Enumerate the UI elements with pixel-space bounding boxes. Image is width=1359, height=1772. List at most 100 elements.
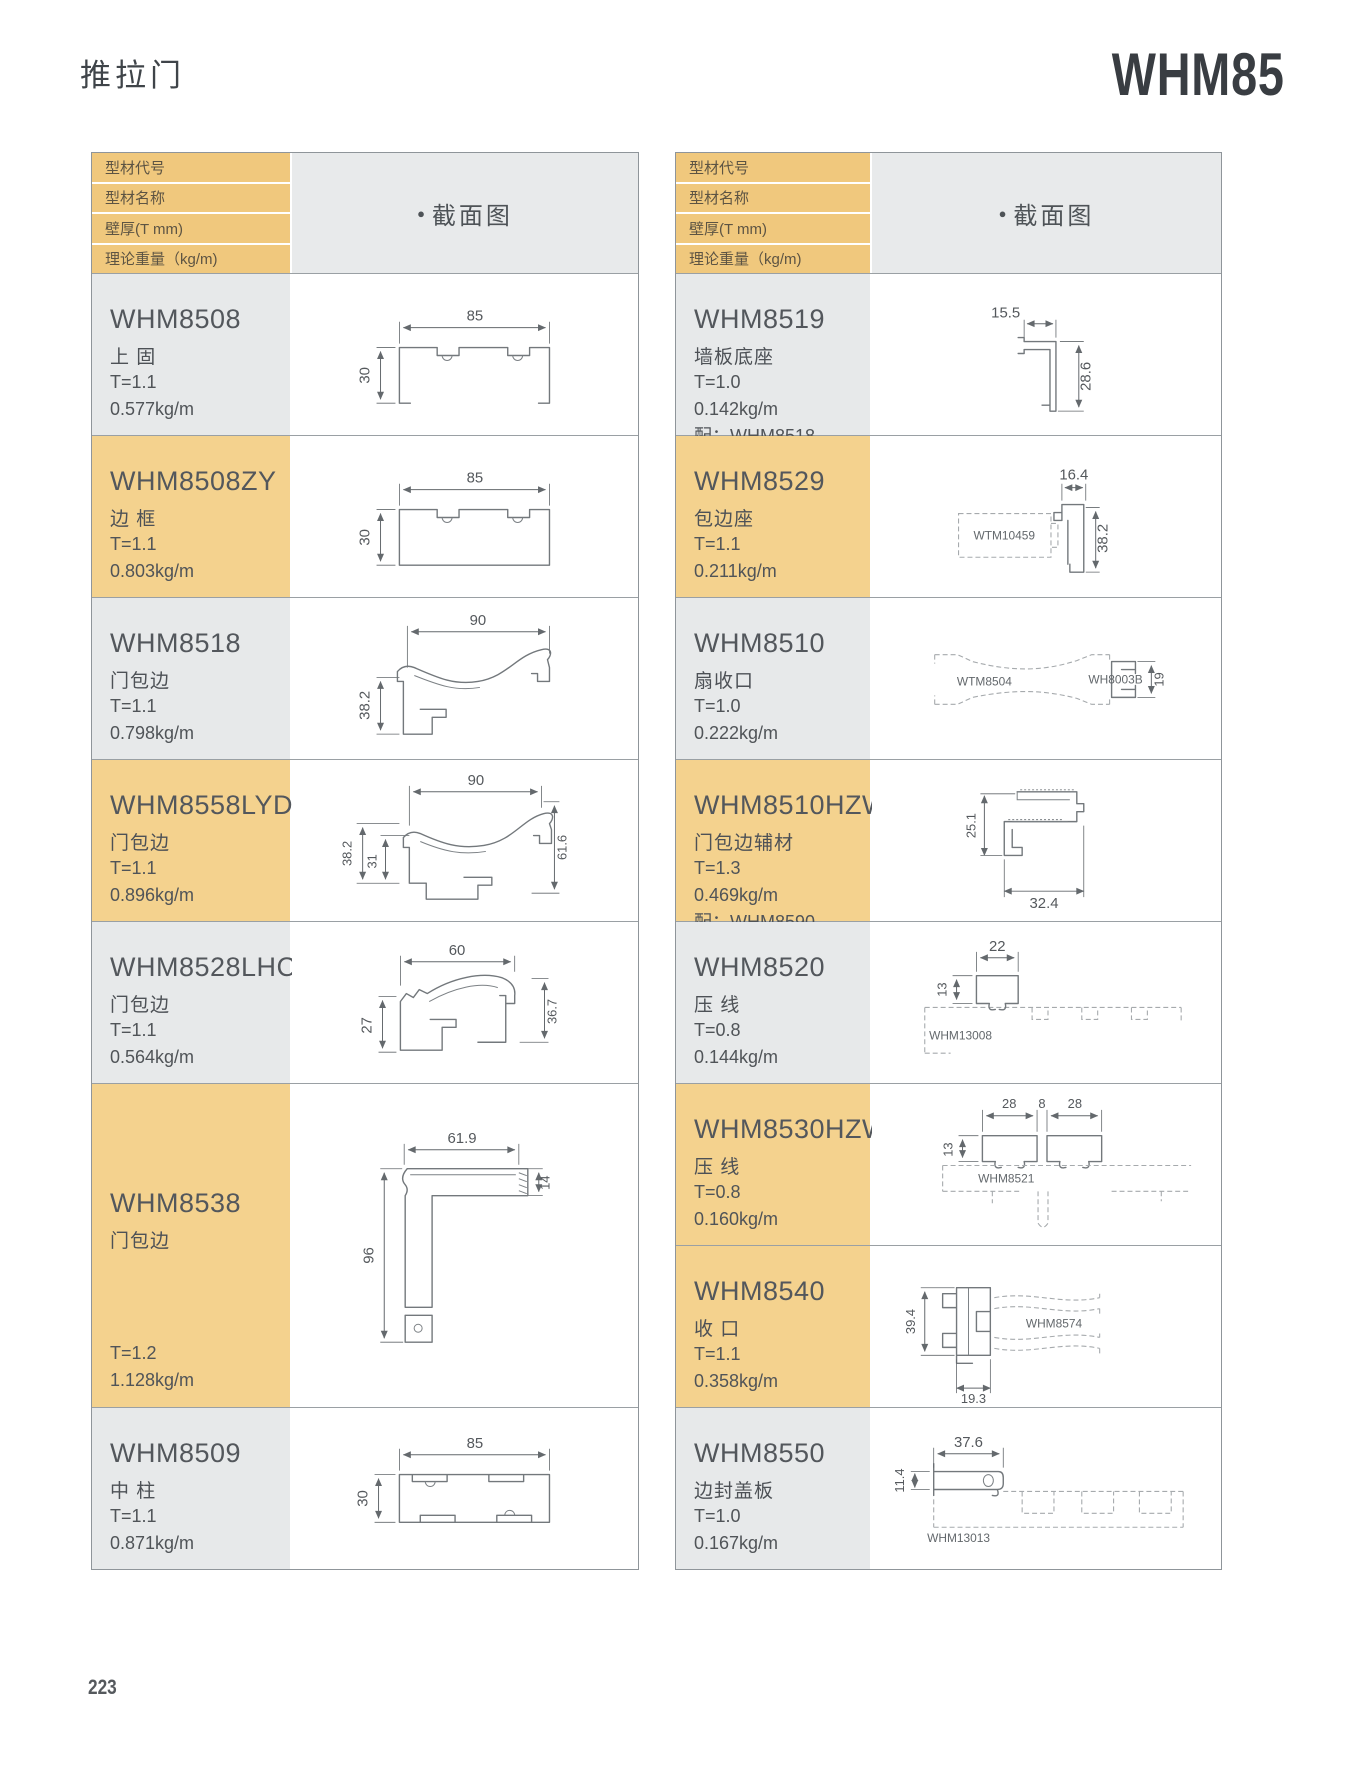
header-label-column: 型材代号 型材名称 壁厚(T mm) 理论重量（kg/m) bbox=[92, 153, 292, 273]
ref-label: WHM8574 bbox=[1026, 1316, 1083, 1330]
dim-label: 19 bbox=[1151, 672, 1166, 686]
cross-section-diagram: WHM8574 39.4 19.3 bbox=[903, 1287, 1101, 1406]
profile-info-cell: WHM8518 门包边 T=1.1 0.798kg/m bbox=[92, 598, 292, 759]
table-row: WHM8528LHC 门包边 T=1.1 0.564kg/m 60 27 36.… bbox=[92, 921, 638, 1083]
profile-name: 门包边辅材 bbox=[694, 833, 795, 854]
dim-label: 13 bbox=[935, 982, 950, 996]
profile-detail bbox=[413, 1323, 423, 1333]
profile-outline bbox=[1017, 336, 1057, 412]
cross-section-diagram: WHM13008 22 13 bbox=[924, 939, 1182, 1054]
unit-weight: 0.896kg/m bbox=[110, 885, 195, 905]
cross-section-diagram: 90 38.2 31 61.6 bbox=[340, 773, 569, 900]
extension-lines bbox=[1137, 661, 1156, 698]
bullet-icon: ● bbox=[417, 205, 425, 221]
diagram-cell: WHM13008 22 13 bbox=[872, 922, 1221, 1083]
profile-spec: T=1.1 0.798kg/m bbox=[110, 693, 290, 747]
unit-weight: 0.577kg/m bbox=[110, 399, 195, 419]
dim-label: 16.4 bbox=[1059, 468, 1088, 484]
header-cell-thickness: 壁厚(T mm) bbox=[676, 214, 872, 245]
wall-thickness: T=1.1 bbox=[110, 858, 157, 878]
profile-name: 包边座 bbox=[694, 509, 755, 530]
profile-spec: T=1.1 0.871kg/m bbox=[110, 1503, 290, 1557]
dim-label: 13 bbox=[941, 1142, 956, 1156]
dim-label: 15.5 bbox=[991, 306, 1020, 322]
profile-code: WHM8508ZY bbox=[110, 466, 277, 496]
table-row: WHM8538 门包边 T=1.2 1.128kg/m 61.9 14 96 bbox=[92, 1083, 638, 1407]
profile-info-cell: WHM8509 中 柱 T=1.1 0.871kg/m bbox=[92, 1408, 292, 1569]
profile-info-cell: WHM8510 扇收口 T=1.0 0.222kg/m bbox=[676, 598, 872, 759]
dim-label: 30 bbox=[358, 367, 374, 384]
profile-code: WHM8510 bbox=[694, 628, 826, 658]
cross-section-diagram: 28 8 28 13 WHM8521 bbox=[941, 1096, 1192, 1228]
extension-lines bbox=[952, 951, 1019, 1004]
extension-lines bbox=[376, 625, 550, 735]
cross-section-diagram: 60 27 36.7 bbox=[360, 943, 559, 1053]
profile-outline bbox=[396, 648, 552, 735]
dim-label: 37.6 bbox=[954, 1435, 983, 1451]
extension-lines bbox=[1023, 319, 1084, 412]
profile-code: WHM8530HZW bbox=[694, 1114, 889, 1144]
diagram-cell: 15.5 28.6 bbox=[872, 274, 1221, 435]
reference-profile-outline bbox=[933, 1490, 1184, 1528]
cross-section-diagram: 61.9 14 96 bbox=[360, 1130, 553, 1343]
profile-code: WHM8550 bbox=[694, 1438, 826, 1468]
extension-lines bbox=[980, 793, 1085, 898]
diagram-cell: WHM13013 37.6 11.4 bbox=[872, 1408, 1221, 1569]
header-cell-name: 型材名称 bbox=[92, 183, 292, 214]
profile-spec: T=1.0 0.222kg/m bbox=[694, 693, 870, 747]
profile-spec: T=1.1 0.577kg/m bbox=[110, 369, 290, 423]
extension-lines bbox=[374, 1448, 550, 1523]
profile-detail bbox=[410, 1172, 527, 1195]
dim-label: 85 bbox=[467, 309, 484, 325]
ref-label: WHM13013 bbox=[927, 1531, 990, 1545]
extension-lines bbox=[958, 1109, 1103, 1162]
diagram-cell: WTM10459 16.4 38.2 bbox=[872, 436, 1221, 597]
profile-outline bbox=[933, 1462, 1004, 1497]
profile-code: WHM8510HZW bbox=[694, 790, 889, 820]
unit-weight: 0.469kg/m bbox=[694, 885, 779, 905]
header-cell-weight: 理论重量（kg/m) bbox=[676, 244, 872, 273]
profile-outline bbox=[941, 1287, 992, 1364]
profile-outline bbox=[398, 1473, 551, 1523]
unit-weight: 0.160kg/m bbox=[694, 1209, 779, 1229]
profile-info-cell: WHM8519 墙板底座 T=1.0 0.142kg/m 配：WHM8518 bbox=[676, 274, 872, 446]
unit-weight: 1.128kg/m bbox=[110, 1370, 195, 1390]
dim-label: 31 bbox=[365, 854, 380, 868]
table-row: WHM8519 墙板底座 T=1.0 0.142kg/m 配：WHM8518 1… bbox=[676, 273, 1221, 446]
table-row: WHM8529 包边座 T=1.1 0.211kg/m WTM10459 16.… bbox=[676, 435, 1221, 597]
profile-name: 墙板底座 bbox=[694, 347, 775, 368]
dim-label: 38.2 bbox=[340, 841, 355, 866]
diagram-cell: 90 38.2 bbox=[292, 598, 638, 759]
profile-spec: T=1.1 0.211kg/m bbox=[694, 531, 870, 585]
profile-outline bbox=[1003, 791, 1085, 857]
profile-code: WHM8538 bbox=[110, 1188, 242, 1218]
profile-code: WHM8540 bbox=[694, 1276, 826, 1306]
wall-thickness: T=1.1 bbox=[110, 696, 157, 716]
dim-label: 36.7 bbox=[544, 999, 559, 1024]
header-label-column: 型材代号 型材名称 壁厚(T mm) 理论重量（kg/m) bbox=[676, 153, 872, 273]
profile-name: 收 口 bbox=[694, 1319, 741, 1340]
series-code: WHM85 bbox=[1112, 41, 1285, 108]
profile-info-cell: WHM8540 收 口 T=1.1 0.358kg/m bbox=[676, 1246, 872, 1407]
unit-weight: 0.358kg/m bbox=[694, 1371, 779, 1391]
profile-outline bbox=[398, 508, 551, 566]
reference-profile-outline bbox=[994, 1293, 1101, 1354]
extension-lines bbox=[376, 483, 550, 566]
diagram-cell: 25.1 32.4 bbox=[872, 760, 1221, 921]
extension-lines bbox=[380, 1143, 543, 1343]
cross-section-diagram: 25.1 32.4 bbox=[963, 789, 1085, 912]
extension-lines bbox=[910, 1447, 1004, 1490]
profile-name: 扇收口 bbox=[694, 671, 755, 692]
ref-label: WTM10459 bbox=[973, 528, 1035, 542]
section-diagram-label: 截面图 bbox=[431, 202, 513, 230]
unit-weight: 0.798kg/m bbox=[110, 723, 195, 743]
wall-thickness: T=1.1 bbox=[110, 1506, 157, 1526]
section-diagram-label: 截面图 bbox=[1013, 202, 1095, 230]
profile-outline bbox=[1110, 660, 1137, 699]
unit-weight: 0.564kg/m bbox=[110, 1047, 195, 1067]
extension-lines bbox=[378, 955, 549, 1053]
dim-label: 60 bbox=[449, 943, 466, 959]
profile-outline bbox=[981, 1134, 1103, 1169]
wall-thickness: T=1.0 bbox=[694, 696, 741, 716]
